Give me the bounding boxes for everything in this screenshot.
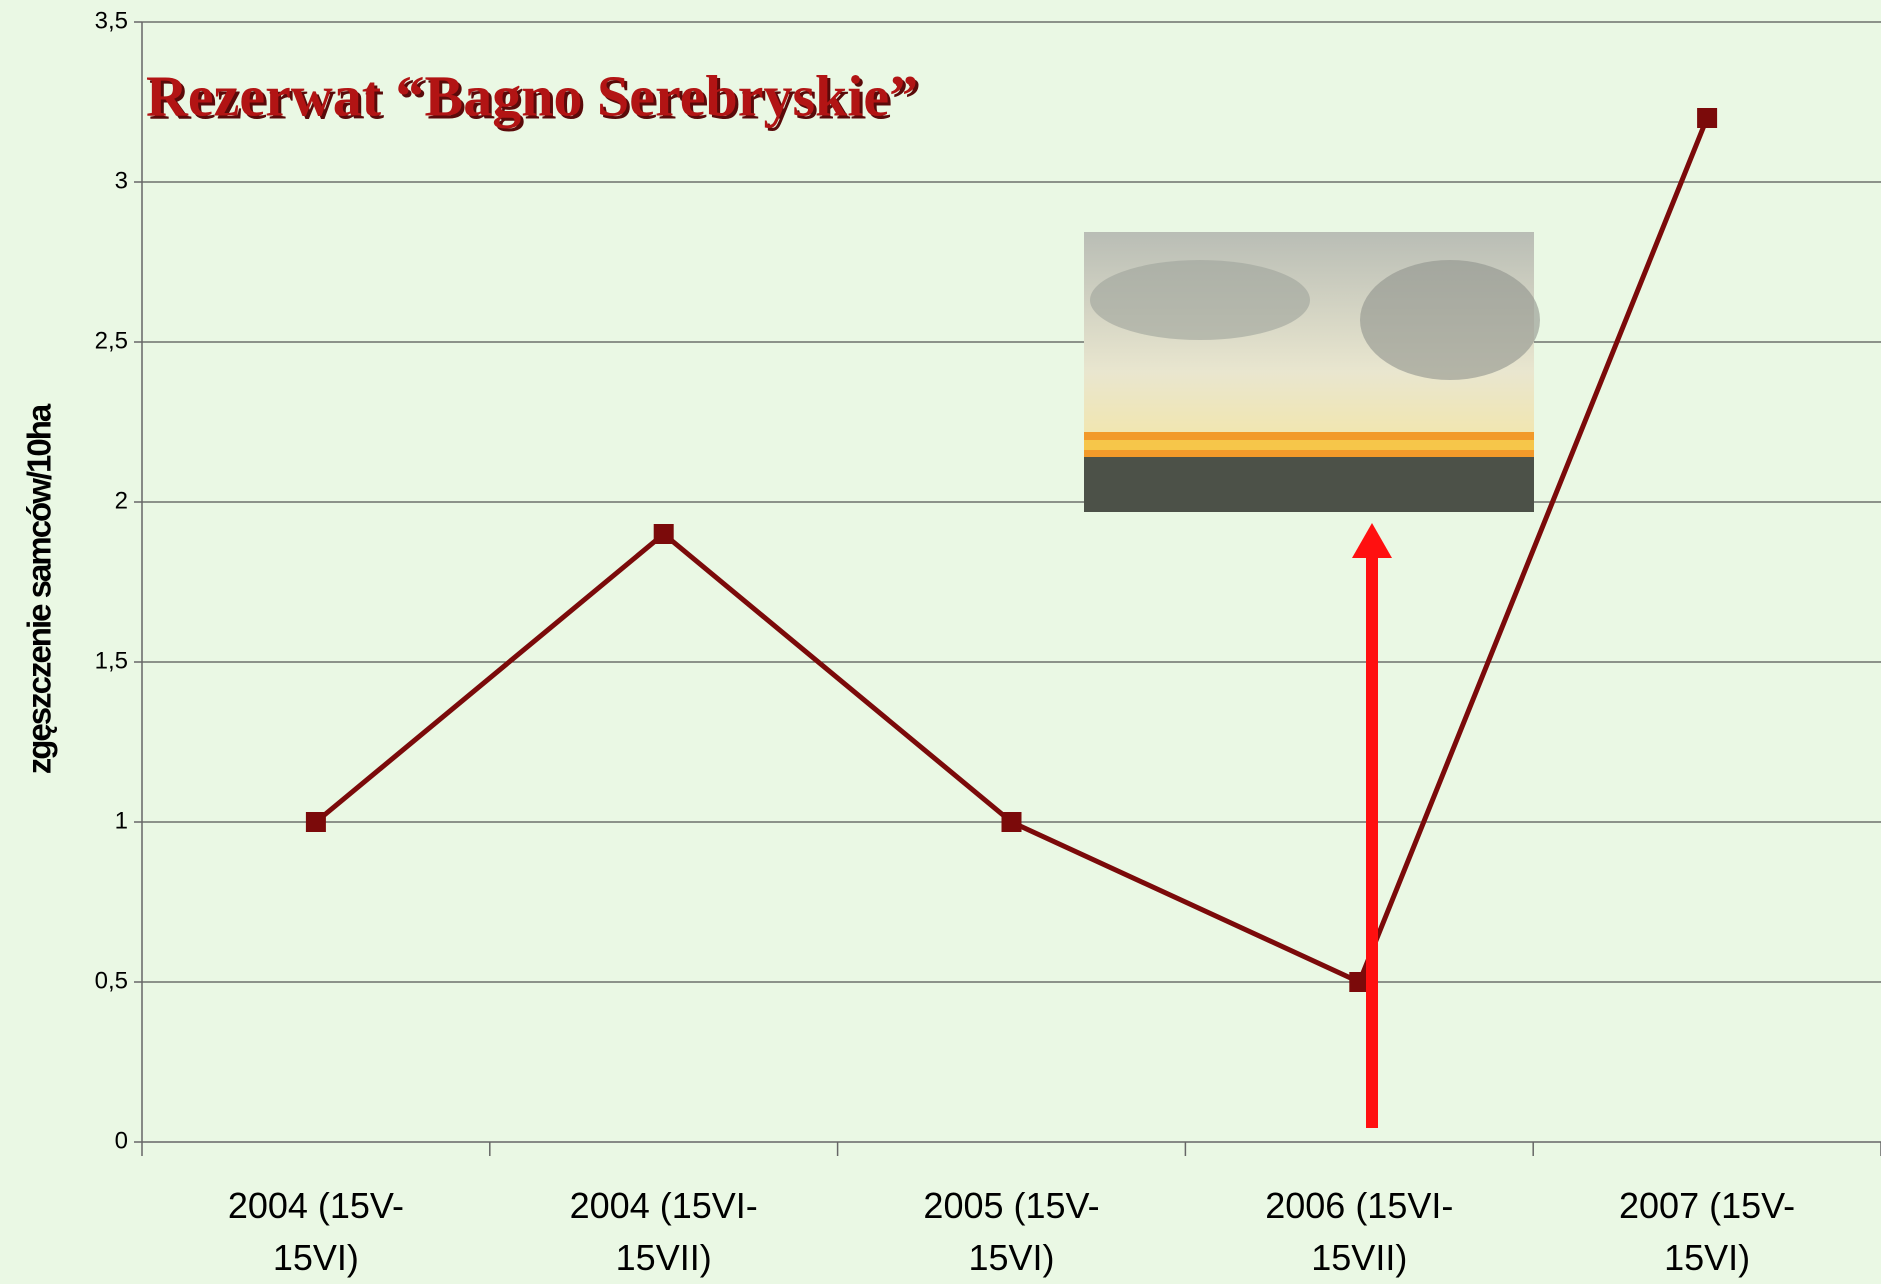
chart-title: Rezerwat “Bagno Serebryskie” — [146, 63, 918, 128]
red-arrow — [1352, 523, 1392, 1128]
data-point — [654, 524, 674, 544]
x-tick-label: 2004 (15V- 15VI) — [146, 1180, 486, 1284]
y-tick-label: 0 — [115, 1127, 128, 1154]
y-tick-label: 2,5 — [95, 327, 128, 354]
data-point — [1002, 812, 1022, 832]
y-tick-label: 3 — [115, 167, 128, 194]
y-tick-label: 1,5 — [95, 647, 128, 674]
x-tick-label: 2004 (15VI- 15VII) — [494, 1180, 834, 1284]
photo — [1084, 232, 1540, 512]
x-tick-label: 2007 (15V- 15VI) — [1537, 1180, 1877, 1284]
y-tick-label: 1 — [115, 807, 128, 834]
page: Rezerwat “Bagno Serebryskie” Rezerwat “B… — [0, 0, 1881, 1284]
y-tick-label: 2 — [115, 487, 128, 514]
data-point — [306, 812, 326, 832]
y-tick-label: 3,5 — [95, 7, 128, 34]
chart: Rezerwat “Bagno Serebryskie” Rezerwat “B… — [0, 0, 1881, 1284]
y-tick-label: 0,5 — [95, 967, 128, 994]
data-point — [1697, 108, 1717, 128]
x-tick-label: 2005 (15V- 15VI) — [842, 1180, 1182, 1284]
x-tick-label: 2006 (15VI- 15VII) — [1189, 1180, 1529, 1284]
y-axis-label: zgęszczenie samców/10ha — [21, 403, 58, 774]
